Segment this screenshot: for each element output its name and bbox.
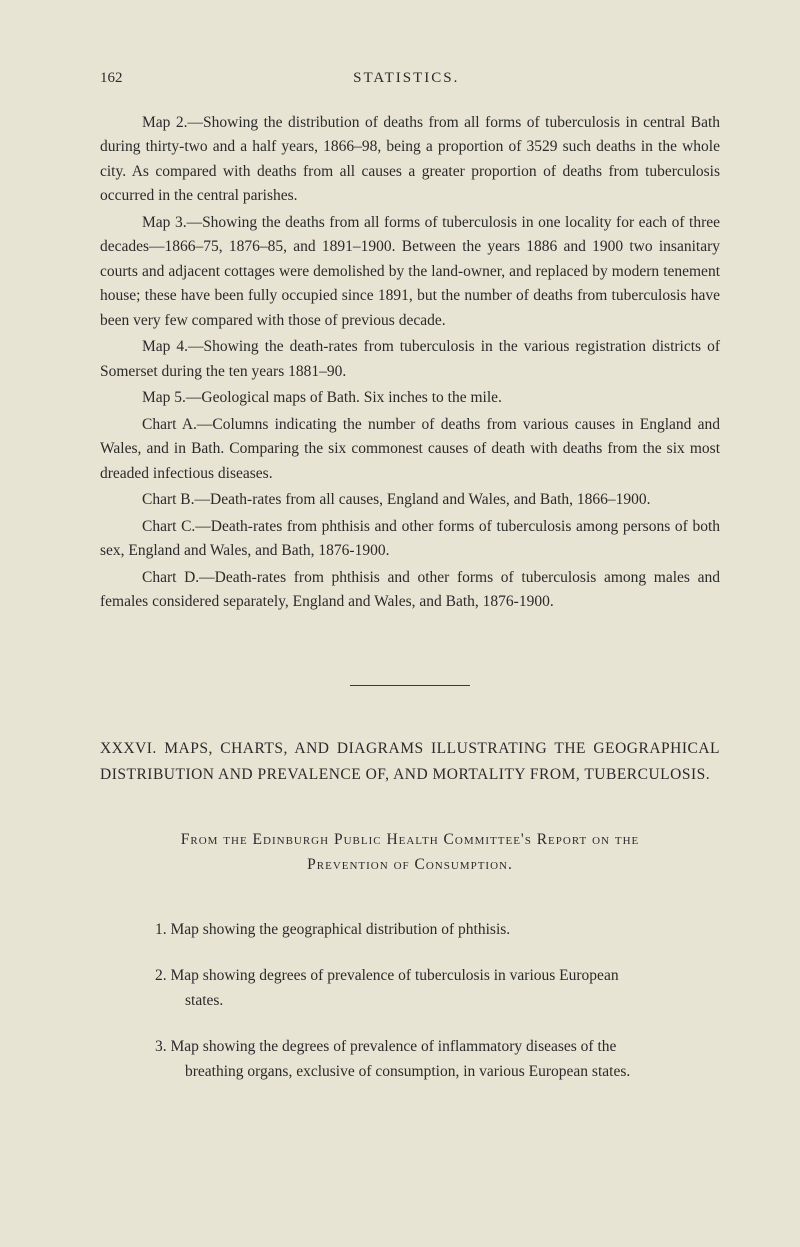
- paragraph-chartA: Chart A.—Columns indicating the number o…: [100, 413, 720, 486]
- section-divider: [350, 685, 470, 686]
- list-item-2-line1: 2. Map showing degrees of prevalence of …: [100, 964, 720, 988]
- paragraph-map3: Map 3.—Showing the deaths from all forms…: [100, 211, 720, 333]
- paragraph-chartB: Chart B.—Death-rates from all causes, En…: [100, 488, 720, 512]
- list-item-3-line2: breathing organs, exclusive of consumpti…: [100, 1060, 720, 1084]
- sub-heading-line1: From the Edinburgh Public Health Committ…: [100, 828, 720, 853]
- list-item-2: 2. Map showing degrees of prevalence of …: [100, 964, 720, 1013]
- sub-heading: From the Edinburgh Public Health Committ…: [100, 828, 720, 878]
- paragraph-map2: Map 2.—Showing the distribution of death…: [100, 111, 720, 209]
- paragraph-chartD: Chart D.—Death-rates from phthisis and o…: [100, 566, 720, 615]
- list-item-2-line2: states.: [100, 989, 720, 1013]
- list-item-1: 1. Map showing the geographical distribu…: [100, 918, 720, 942]
- page-header: 162 STATISTICS.: [100, 70, 720, 87]
- paragraph-map5: Map 5.—Geological maps of Bath. Six inch…: [100, 386, 720, 410]
- page-number: 162: [100, 70, 123, 87]
- paragraph-chartC: Chart C.—Death-rates from phthisis and o…: [100, 515, 720, 564]
- section-title: STATISTICS.: [353, 70, 459, 87]
- list-item-3-line1: 3. Map showing the degrees of prevalence…: [100, 1035, 720, 1059]
- paragraph-map4: Map 4.—Showing the death-rates from tube…: [100, 335, 720, 384]
- list-item-3: 3. Map showing the degrees of prevalence…: [100, 1035, 720, 1084]
- main-heading: XXXVI. MAPS, CHARTS, AND DIAGRAMS ILLUST…: [100, 736, 720, 789]
- header-spacer: [690, 70, 720, 87]
- sub-heading-line2: Prevention of Consumption.: [100, 853, 720, 878]
